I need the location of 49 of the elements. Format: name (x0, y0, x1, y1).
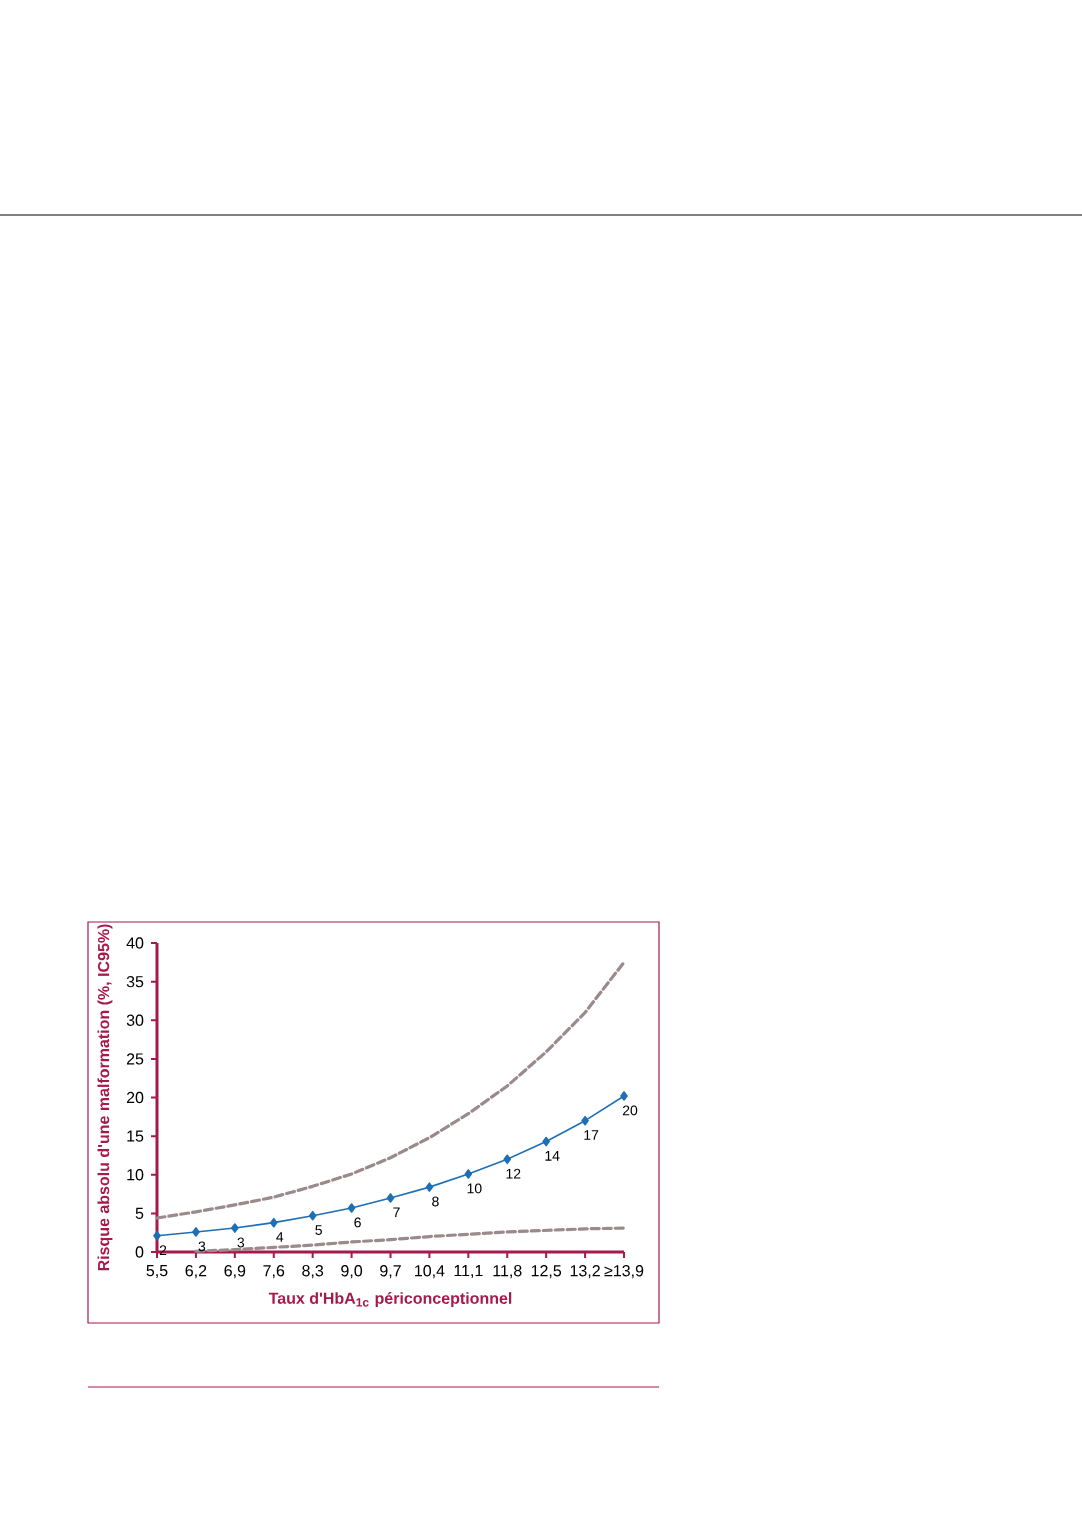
point (620, 1091, 628, 1101)
x-tick-label: 12,5 (531, 1265, 562, 1279)
data-label: 4 (276, 1232, 284, 1242)
x-tick-label: 13,2 (570, 1265, 600, 1279)
y-tick-label: 15 (127, 1130, 144, 1142)
x-tick-label: 6,2 (185, 1265, 207, 1279)
x-tick-label: 9,7 (380, 1265, 401, 1279)
data-label: 7 (393, 1207, 400, 1218)
y-tick-label: 40 (126, 937, 144, 949)
x-tick-label: 11,8 (493, 1265, 522, 1279)
x-tick-label: 6,9 (224, 1265, 246, 1279)
point (347, 1203, 356, 1213)
x-axis-title: Taux d'HbA$_{1c}$ périconceptionnel (268, 1292, 512, 1308)
point (464, 1169, 473, 1179)
point (231, 1223, 239, 1233)
point (192, 1227, 200, 1237)
data-label: 17 (584, 1130, 599, 1140)
x-tick-label: 11,1 (454, 1265, 483, 1279)
data-label: 14 (545, 1151, 560, 1161)
data-label: 20 (622, 1105, 638, 1116)
data-label: 12 (506, 1168, 521, 1179)
y-tick-label: 10 (127, 1169, 144, 1181)
point (542, 1136, 550, 1147)
data-label: 10 (467, 1183, 482, 1194)
point (308, 1210, 317, 1221)
y-tick-label: 0 (135, 1246, 144, 1258)
x-tick-label: ≥13,9 (604, 1265, 644, 1279)
y-tick-label: 5 (135, 1207, 144, 1219)
y-tick-label: 30 (126, 1014, 144, 1026)
y-tick-label: 25 (126, 1053, 144, 1065)
x-tick-label: 8,3 (302, 1265, 324, 1279)
point (269, 1217, 278, 1228)
x-tick-label: 10,4 (415, 1265, 445, 1279)
point (153, 1230, 161, 1241)
point (581, 1115, 589, 1126)
data-label: 8 (432, 1196, 439, 1207)
data-label: 3 (237, 1237, 245, 1248)
data-label: 5 (315, 1225, 322, 1235)
x-tick-label: 5,5 (146, 1265, 168, 1279)
data-label: 6 (354, 1217, 361, 1228)
y-tick-label: 20 (126, 1091, 144, 1104)
point (425, 1182, 434, 1192)
data-label: 3 (198, 1241, 206, 1252)
x-tick-label: 7,6 (263, 1265, 285, 1279)
point (503, 1154, 512, 1165)
point (386, 1193, 395, 1203)
x-tick-label: 9,0 (341, 1265, 363, 1279)
y-tick-label: 35 (126, 975, 144, 988)
y-axis-title: Risque absolu d'une malformation (%, IC95%) (97, 924, 113, 1271)
